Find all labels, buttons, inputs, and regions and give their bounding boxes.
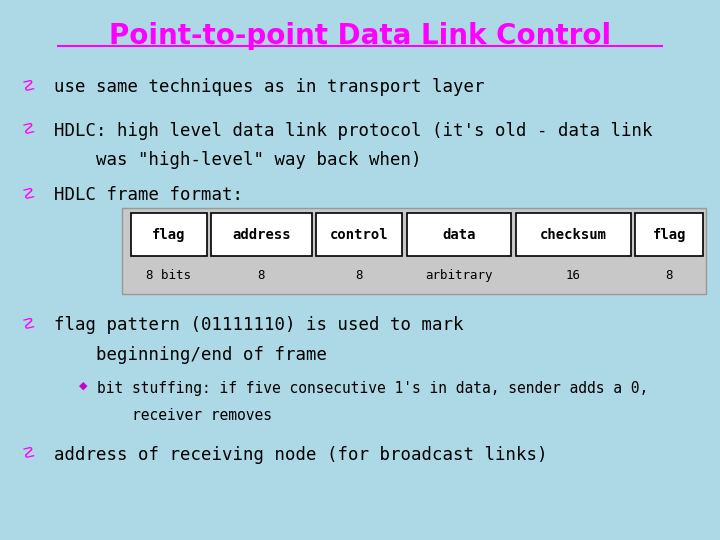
Text: 16: 16 bbox=[566, 269, 580, 282]
Text: arbitrary: arbitrary bbox=[426, 269, 492, 282]
Text: HDLC frame format:: HDLC frame format: bbox=[54, 186, 243, 204]
Text: control: control bbox=[330, 228, 389, 242]
Text: flag pattern (01111110) is used to mark: flag pattern (01111110) is used to mark bbox=[54, 316, 464, 334]
Text: HDLC: high level data link protocol (it's old - data link: HDLC: high level data link protocol (it'… bbox=[54, 122, 652, 139]
FancyBboxPatch shape bbox=[211, 213, 312, 256]
Text: ☡: ☡ bbox=[22, 186, 35, 201]
FancyBboxPatch shape bbox=[516, 213, 631, 256]
Text: 8: 8 bbox=[356, 269, 363, 282]
Text: bit stuffing: if five consecutive 1's in data, sender adds a 0,: bit stuffing: if five consecutive 1's in… bbox=[97, 381, 649, 396]
Text: ◆: ◆ bbox=[78, 381, 87, 391]
Text: ☡: ☡ bbox=[22, 316, 35, 331]
Text: 8 bits: 8 bits bbox=[146, 269, 192, 282]
Text: receiver removes: receiver removes bbox=[97, 408, 272, 423]
Text: address of receiving node (for broadcast links): address of receiving node (for broadcast… bbox=[54, 446, 547, 463]
FancyBboxPatch shape bbox=[407, 213, 511, 256]
Text: 8: 8 bbox=[665, 269, 673, 282]
FancyBboxPatch shape bbox=[122, 208, 706, 294]
FancyBboxPatch shape bbox=[635, 213, 703, 256]
Text: flag: flag bbox=[152, 228, 186, 242]
Text: address: address bbox=[232, 228, 291, 242]
FancyBboxPatch shape bbox=[131, 213, 207, 256]
Text: 8: 8 bbox=[258, 269, 265, 282]
Text: ☡: ☡ bbox=[22, 446, 35, 461]
Text: beginning/end of frame: beginning/end of frame bbox=[54, 346, 327, 363]
Text: use same techniques as in transport layer: use same techniques as in transport laye… bbox=[54, 78, 485, 96]
Text: was "high-level" way back when): was "high-level" way back when) bbox=[54, 151, 421, 169]
Text: flag: flag bbox=[652, 228, 686, 242]
Text: ☡: ☡ bbox=[22, 122, 35, 137]
FancyBboxPatch shape bbox=[316, 213, 402, 256]
Text: ☡: ☡ bbox=[22, 78, 35, 93]
Text: checksum: checksum bbox=[539, 228, 607, 242]
Text: data: data bbox=[442, 228, 476, 242]
Text: Point-to-point Data Link Control: Point-to-point Data Link Control bbox=[109, 22, 611, 50]
